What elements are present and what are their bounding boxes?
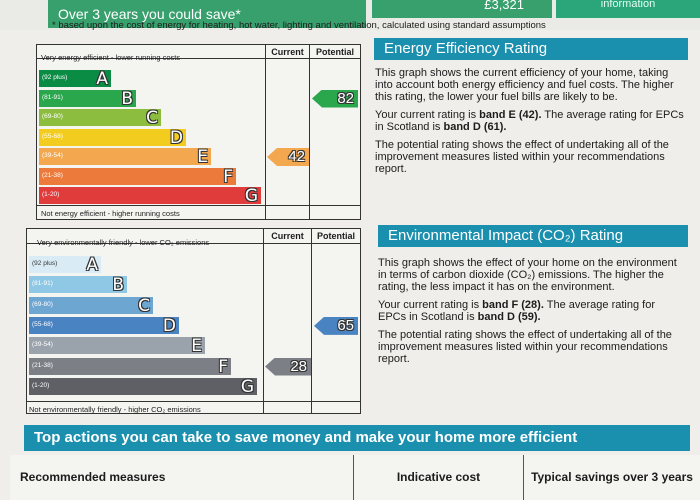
indicative-cost-header: Indicative cost	[354, 455, 524, 500]
environmental-impact-text: This graph shows the effect of your home…	[378, 257, 686, 371]
band-a: (92 plus) A	[29, 255, 101, 275]
band-letter: B	[112, 275, 124, 296]
energy-rating-chart: Current Potential Very energy efficient …	[36, 44, 361, 220]
band-letter: D	[169, 127, 183, 148]
environment-current-arrow: 28	[265, 357, 311, 376]
energy-efficiency-text: This graph shows the current efficiency …	[375, 67, 685, 181]
band-range: (21-38)	[42, 171, 63, 179]
band-letter: F	[218, 356, 228, 377]
band-range: (69-80)	[32, 300, 53, 308]
band-c: (69-80) C	[29, 295, 153, 316]
band-range: (1-20)	[42, 191, 60, 198]
band-range: (1-20)	[32, 381, 50, 389]
savings-amount: £3,321	[372, 0, 552, 18]
band-d: (55-68) D	[29, 315, 179, 336]
band-range: (21-38)	[32, 361, 53, 369]
band-range: (69-80)	[42, 113, 63, 120]
eir-paragraph-1: This graph shows the effect of your home…	[378, 257, 677, 293]
energy-potential-header: Potential	[315, 47, 354, 57]
energy-potential-arrow: 82	[312, 89, 358, 108]
environment-rating-chart: Current Potential Very environmentally f…	[26, 228, 361, 414]
recommended-measures-header: Recommended measures	[10, 455, 354, 500]
eer-paragraph-2: Your current rating is band E (42). The …	[375, 109, 684, 133]
band-letter: G	[240, 376, 254, 397]
energy-top-caption: Very energy efficient - lower running co…	[41, 53, 181, 62]
eer-paragraph-1: This graph shows the current efficiency …	[375, 67, 674, 103]
band-letter: A	[86, 255, 98, 275]
eir-paragraph-2: Your current rating is band F (28). The …	[378, 299, 655, 323]
energy-current-value: 42	[288, 148, 305, 165]
band-letter: F	[223, 166, 233, 187]
energy-efficiency-title: Energy Efficiency Rating	[374, 38, 688, 60]
band-range: (55-68)	[32, 320, 53, 328]
band-a: (92 plus) A	[39, 69, 111, 89]
typical-savings-header: Typical savings over 3 years	[531, 470, 693, 484]
energy-current-header: Current	[271, 47, 304, 57]
band-e: (39-54) E	[29, 336, 205, 357]
band-d: (55-68) D	[39, 127, 186, 148]
band-letter: A	[96, 69, 108, 89]
savings-text: Over 3 years you could save*	[58, 6, 241, 22]
eer-paragraph-3: The potential rating shows the effect of…	[375, 139, 669, 175]
environment-potential-arrow: 65	[314, 316, 358, 335]
environment-potential-header: Potential	[316, 231, 355, 241]
band-range: (55-68)	[42, 132, 63, 140]
environment-current-value: 28	[290, 357, 307, 375]
band-range: (39-54)	[32, 341, 53, 349]
band-f: (21-38) F	[39, 166, 236, 187]
band-f: (21-38) F	[29, 356, 231, 377]
band-range: (81-91)	[42, 93, 63, 101]
band-letter: B	[121, 88, 133, 109]
environmental-impact-title: Environmental Impact (CO₂) Rating	[378, 225, 688, 247]
band-letter: C	[146, 108, 158, 128]
environment-top-caption: Very environmentally friendly - lower CO…	[37, 238, 210, 247]
band-g: (1-20) G	[29, 376, 257, 397]
footnote: * based upon the cost of energy for heat…	[52, 20, 546, 31]
information-label: information	[556, 0, 700, 18]
measures-table-header: Recommended measures Indicative cost Typ…	[10, 455, 700, 500]
band-range: (92 plus)	[32, 260, 58, 267]
band-letter: E	[191, 336, 202, 357]
band-range: (92 plus)	[42, 74, 68, 81]
band-g: (1-20) G	[39, 186, 261, 206]
environment-bottom-caption: Not environmentally friendly - higher CO…	[29, 405, 201, 414]
top-actions-title: Top actions you can take to save money a…	[24, 425, 690, 451]
band-b: (81-91) B	[39, 88, 136, 109]
band-range: (81-91)	[32, 280, 53, 288]
band-c: (69-80) C	[39, 108, 161, 128]
band-b: (81-91) B	[29, 275, 127, 296]
energy-bottom-caption: Not energy efficient - higher running co…	[41, 209, 180, 218]
band-letter: G	[244, 186, 258, 206]
energy-current-arrow: 42	[267, 148, 309, 166]
savings-banner: Over 3 years you could save*	[48, 0, 366, 28]
band-letter: D	[162, 315, 176, 336]
band-letter: C	[138, 295, 150, 316]
eir-paragraph-3: The potential rating shows the effect of…	[378, 329, 672, 365]
band-e: (39-54) E	[39, 147, 211, 167]
environment-current-header: Current	[271, 231, 304, 241]
band-letter: E	[197, 147, 208, 167]
band-range: (39-54)	[42, 152, 63, 159]
environment-potential-value: 65	[337, 316, 354, 334]
energy-potential-value: 82	[337, 89, 354, 107]
